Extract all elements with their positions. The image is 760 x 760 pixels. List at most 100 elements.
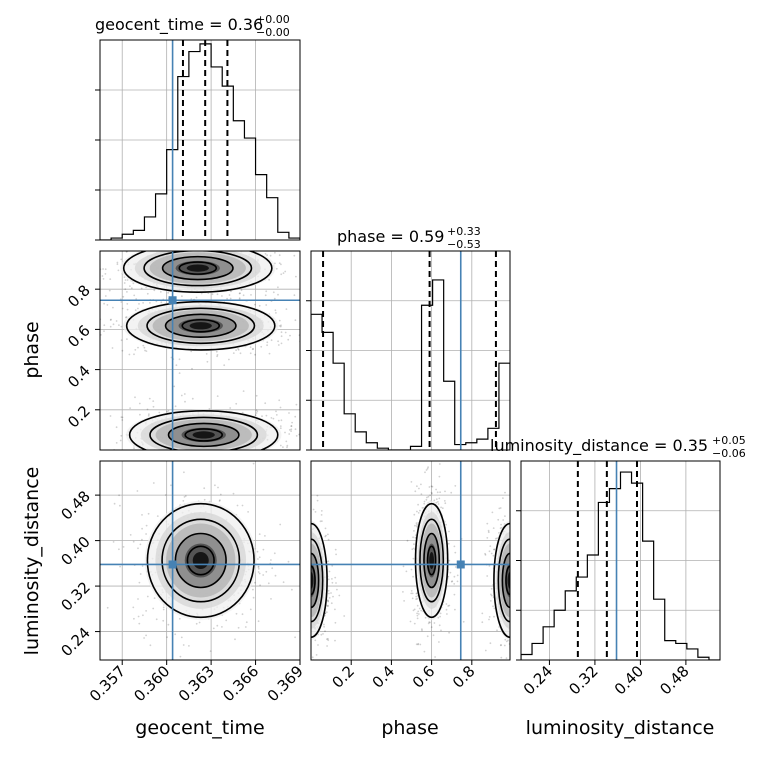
sample-point — [166, 636, 169, 639]
sample-point — [516, 579, 518, 581]
sample-point — [168, 230, 170, 232]
sample-point — [522, 605, 524, 607]
sample-point — [167, 410, 170, 412]
sample-point — [258, 304, 261, 307]
sample-point — [259, 584, 261, 587]
sample-point — [277, 340, 279, 343]
sample-point — [104, 295, 107, 297]
sample-point — [232, 492, 235, 495]
sample-point — [155, 246, 157, 248]
sample-point — [295, 649, 297, 651]
sample-point — [288, 597, 290, 599]
sample-point — [518, 594, 520, 596]
sample-point — [306, 339, 308, 341]
sample-point — [514, 516, 516, 518]
sample-point — [179, 245, 181, 247]
sample-point — [116, 248, 118, 250]
sample-point — [124, 288, 127, 291]
sample-point — [143, 637, 146, 639]
sample-point — [490, 587, 493, 590]
sample-point — [490, 593, 492, 596]
sample-point — [523, 592, 525, 594]
sample-point — [487, 529, 490, 532]
sample-point — [324, 535, 327, 538]
sample-point — [424, 616, 427, 619]
sample-point — [298, 591, 300, 593]
sample-point — [280, 466, 282, 468]
sample-point — [335, 438, 337, 440]
sample-point — [147, 414, 150, 417]
y-tick-label: 0.48 — [57, 487, 93, 523]
sample-point — [256, 550, 259, 553]
sample-point — [133, 447, 135, 450]
sample-point — [314, 452, 316, 454]
sample-point — [291, 586, 293, 588]
sample-point — [448, 604, 451, 607]
sample-point — [129, 407, 132, 409]
y-tick-label: 0.6 — [64, 321, 94, 351]
sample-point — [180, 458, 182, 460]
sample-point — [513, 607, 515, 609]
sample-point — [298, 617, 300, 619]
sample-point — [152, 400, 155, 402]
sample-point — [193, 242, 195, 244]
sample-point — [446, 613, 448, 615]
sample-point — [522, 598, 524, 600]
sample-point — [513, 665, 515, 667]
sample-point — [305, 629, 307, 631]
sample-point — [514, 551, 516, 553]
sample-point — [160, 301, 163, 304]
sample-point — [138, 402, 141, 405]
histogram-steps — [521, 471, 720, 660]
histogram-geocent-time — [95, 39, 301, 241]
sample-point — [405, 570, 408, 573]
sample-point — [162, 455, 164, 457]
sample-point — [514, 559, 516, 561]
sample-point — [118, 548, 120, 551]
sample-point — [305, 659, 307, 661]
sample-point — [325, 271, 327, 273]
sample-point — [516, 541, 518, 543]
sample-point — [152, 482, 155, 484]
sample-point — [522, 534, 524, 536]
x-tick-label: 0.32 — [565, 662, 601, 698]
sample-point — [164, 459, 166, 461]
xlabel-phase: phase — [381, 717, 438, 739]
sample-point — [142, 302, 145, 304]
sample-point — [112, 541, 115, 543]
sample-point — [515, 541, 517, 543]
sample-point — [302, 567, 304, 569]
sample-point — [488, 618, 490, 621]
sample-point — [421, 629, 423, 632]
sample-point — [522, 583, 524, 585]
sample-point — [238, 297, 241, 300]
sample-point — [327, 600, 329, 602]
sample-point — [138, 622, 141, 625]
sample-point — [526, 596, 528, 598]
sample-point — [280, 263, 282, 266]
sample-point — [309, 588, 311, 590]
sample-point — [439, 491, 441, 494]
sample-point — [453, 593, 456, 596]
sample-point — [327, 560, 330, 563]
sample-point — [516, 602, 518, 604]
sample-point — [308, 605, 310, 607]
sample-point — [306, 608, 308, 610]
sample-point — [112, 306, 114, 309]
sample-point — [419, 643, 422, 646]
sample-point — [218, 500, 221, 502]
sample-point — [448, 530, 450, 533]
sample-point — [103, 324, 106, 327]
sample-point — [416, 525, 418, 527]
sample-point — [308, 620, 310, 622]
sample-point — [264, 294, 267, 297]
sample-point — [413, 530, 415, 532]
sample-point — [440, 506, 442, 509]
sample-point — [308, 318, 310, 320]
sample-point — [535, 588, 537, 590]
sample-point — [206, 468, 208, 470]
histogram-phase — [306, 250, 511, 451]
panel-frame — [310, 250, 511, 451]
sample-point — [186, 235, 188, 237]
sample-point — [159, 291, 162, 293]
